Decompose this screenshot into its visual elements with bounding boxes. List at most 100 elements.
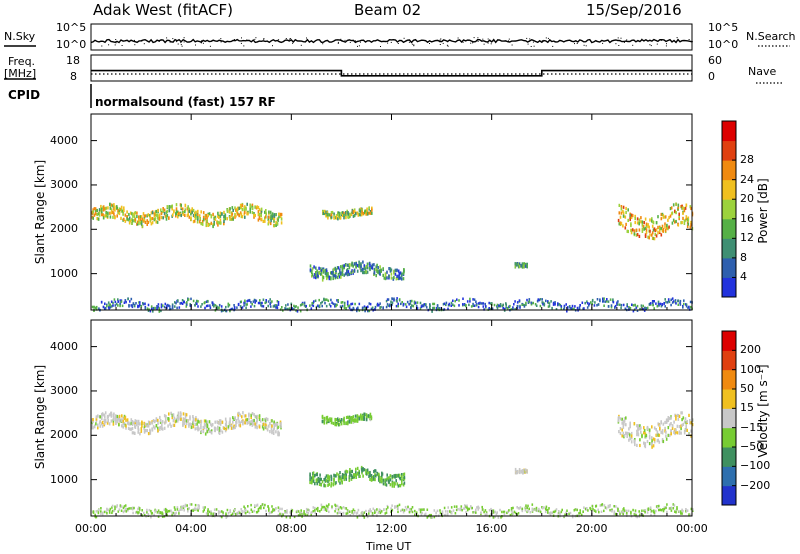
echo-cell [633, 231, 636, 235]
echo-cell [421, 304, 423, 308]
echo-cell [591, 299, 594, 303]
echo-cell [222, 511, 224, 514]
echo-cell [204, 432, 207, 436]
echo-cell [126, 215, 128, 219]
echo-cell [335, 504, 337, 508]
echo-cell [630, 224, 632, 228]
echo-cell [391, 474, 394, 479]
echo-cell [186, 303, 188, 306]
echo-cell [244, 414, 247, 418]
echo-cell [419, 307, 422, 310]
echo-cell [184, 208, 187, 212]
echo-cell [161, 304, 164, 307]
echo-cell [678, 510, 680, 513]
echo-cell [293, 515, 296, 519]
echo-cell [341, 272, 344, 277]
echo-cell [653, 237, 656, 241]
colorbar-tick-label: 8 [740, 250, 747, 264]
echo-cell [340, 265, 342, 269]
echo-cell [639, 427, 641, 431]
echo-cell [120, 300, 123, 303]
echo-cell [334, 303, 336, 306]
echo-cell [683, 221, 686, 225]
echo-cell [234, 425, 236, 430]
echo-cell [241, 415, 243, 419]
echo-cell [234, 215, 236, 219]
echo-cell [181, 508, 183, 511]
echo-cell [257, 508, 260, 511]
echo-cell [137, 428, 140, 432]
echo-cell [250, 413, 252, 417]
echo-cell [336, 472, 338, 476]
echo-cell [251, 412, 254, 416]
echo-cell [122, 421, 125, 425]
echo-cell [515, 262, 518, 266]
echo-cell [206, 430, 209, 434]
echo-cell [119, 505, 122, 509]
nsearch-dot [602, 42, 604, 44]
echo-cell [251, 419, 254, 423]
echo-cell [368, 211, 370, 215]
echo-cell [380, 510, 383, 513]
echo-cell [593, 509, 596, 513]
echo-cell [313, 265, 315, 269]
echo-cell [547, 508, 549, 512]
echo-cell [464, 504, 466, 507]
echo-cell [628, 427, 630, 431]
echo-cell [666, 503, 668, 506]
y-tick-label: 1000 [50, 266, 78, 280]
echo-cell [97, 511, 100, 515]
echo-cell [472, 511, 474, 514]
echo-cell [115, 505, 118, 509]
echo-cell [429, 306, 431, 309]
echo-cell [484, 513, 487, 517]
echo-cell [463, 507, 465, 510]
echo-cell [397, 304, 399, 308]
echo-cell [644, 442, 647, 446]
echo-cell [251, 210, 254, 215]
colorbar-tick-label: 12 [740, 231, 754, 245]
echo-cell [353, 262, 356, 266]
echo-cell [243, 414, 246, 418]
echo-cell [643, 426, 645, 430]
echo-cell [661, 431, 664, 435]
echo-cell [172, 423, 175, 427]
echo-cell [180, 205, 182, 209]
echo-cell [126, 217, 128, 221]
echo-cell [121, 304, 124, 308]
echo-cell [370, 510, 372, 513]
colorbar-segment [722, 447, 736, 467]
echo-cell [231, 212, 234, 216]
echo-cell [670, 298, 672, 301]
echo-cell [623, 419, 626, 423]
echo-cell [316, 269, 318, 273]
echo-cell [664, 228, 667, 233]
colorbar-segment [722, 466, 736, 487]
echo-cell [341, 264, 344, 268]
echo-cell [545, 505, 548, 509]
nsearch-dot [530, 46, 532, 47]
echo-cell [586, 306, 589, 309]
echo-cell [131, 217, 133, 221]
echo-cell [253, 413, 255, 417]
echo-cell [406, 300, 409, 304]
echo-cell [103, 418, 106, 422]
echo-cell [378, 508, 381, 511]
echo-cell [190, 425, 193, 429]
echo-cell [680, 510, 682, 513]
echo-cell [643, 309, 646, 312]
echo-cell [666, 226, 668, 230]
echo-cell [230, 307, 233, 311]
echo-cell [225, 309, 228, 313]
nsearch-dot [408, 41, 410, 43]
echo-cell [670, 422, 672, 426]
echo-cell [527, 510, 529, 513]
nsearch-dot [200, 40, 202, 42]
echo-cell [382, 267, 384, 271]
echo-cell [332, 482, 335, 486]
echo-cell [96, 208, 98, 213]
echo-cell [571, 515, 574, 519]
echo-cell [343, 266, 345, 270]
echo-cell [642, 304, 644, 308]
echo-cell [344, 470, 347, 474]
